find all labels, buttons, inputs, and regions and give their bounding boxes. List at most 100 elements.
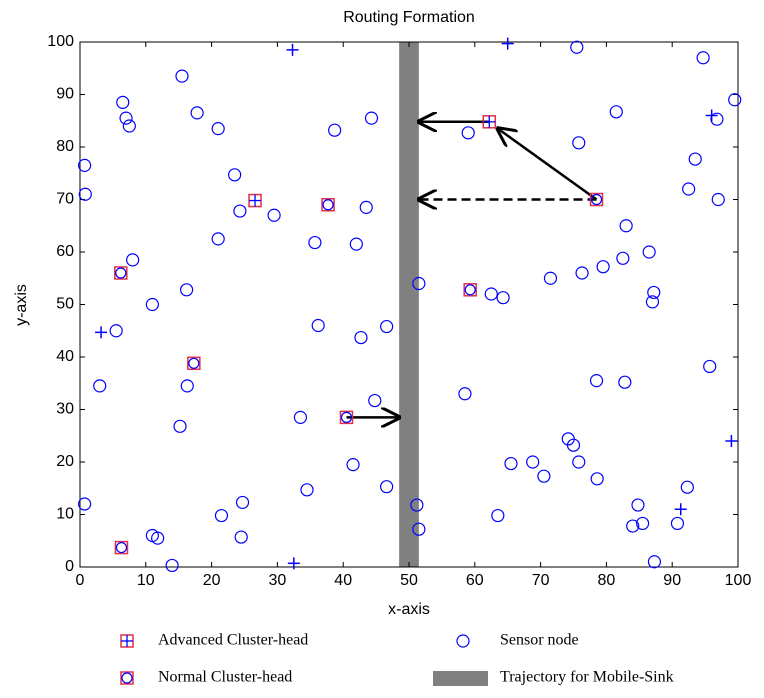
marker-shape <box>115 267 127 279</box>
marker-shape <box>484 287 498 301</box>
circle-marker <box>619 219 633 233</box>
marker-shape <box>180 379 194 393</box>
y-tick-label: 0 <box>65 558 74 575</box>
circle-marker <box>328 123 342 137</box>
marker-shape <box>711 192 725 207</box>
marker-shape <box>647 555 662 569</box>
circle-marker <box>645 295 660 309</box>
trajectory <box>399 42 419 567</box>
circle-marker <box>364 111 379 125</box>
square-circle-marker <box>339 410 354 425</box>
marker-shape <box>165 558 179 573</box>
marker-shape <box>635 516 650 531</box>
marker-shape <box>359 200 373 214</box>
marker-shape <box>590 193 603 206</box>
marker-shape <box>322 199 334 211</box>
circle-marker <box>670 516 685 531</box>
marker-shape <box>78 158 92 172</box>
x-tick-label: 90 <box>663 572 681 589</box>
marker-shape <box>526 455 540 469</box>
marker-shape <box>151 531 165 545</box>
square-circle-marker <box>187 356 201 371</box>
circle-marker <box>711 192 725 207</box>
circle-marker <box>635 516 650 531</box>
circle-marker <box>458 387 472 401</box>
marker-shape <box>328 123 342 137</box>
marker-shape <box>458 387 472 401</box>
circle-marker <box>456 634 470 648</box>
circle-marker <box>93 379 107 393</box>
y-tick-label: 100 <box>47 33 74 50</box>
marker-shape <box>589 374 604 388</box>
marker-shape <box>234 530 248 544</box>
circle-marker <box>642 245 656 259</box>
marker-shape <box>120 671 134 685</box>
circle-marker <box>410 498 424 512</box>
circle-marker <box>703 359 717 374</box>
square-circle-marker <box>463 283 477 297</box>
marker-shape <box>688 152 702 166</box>
marker-shape <box>464 284 476 296</box>
circle-marker <box>566 438 581 452</box>
circle-marker <box>126 253 140 267</box>
legend-label: Sensor node <box>500 632 579 649</box>
circle-marker <box>173 419 187 433</box>
marker-shape <box>412 276 426 291</box>
marker-shape <box>616 251 630 265</box>
y-tick-label: 70 <box>56 191 74 208</box>
marker-shape <box>589 192 604 207</box>
circle-marker <box>179 283 194 297</box>
marker-shape <box>575 266 589 280</box>
marker-shape <box>78 187 92 201</box>
marker-shape <box>228 168 242 182</box>
circle-marker <box>78 187 92 201</box>
marker-shape <box>311 318 325 333</box>
marker-shape <box>590 472 604 486</box>
marker-shape <box>496 291 510 305</box>
marker-shape <box>680 480 694 494</box>
marker-shape <box>670 516 685 531</box>
circle-marker <box>145 297 159 312</box>
circle-marker <box>696 51 710 65</box>
circle-marker <box>589 374 604 388</box>
circle-marker <box>680 480 694 494</box>
x-tick-label: 0 <box>76 572 85 589</box>
x-tick-label: 20 <box>203 572 221 589</box>
marker-shape <box>211 122 225 136</box>
circle-marker <box>233 204 247 218</box>
circle-marker <box>618 375 632 389</box>
x-tick-label: 100 <box>725 572 752 589</box>
marker-shape <box>380 319 394 334</box>
plus-marker <box>286 43 299 56</box>
marker-shape <box>572 455 586 469</box>
marker-shape <box>380 480 394 494</box>
marker-shape <box>175 69 189 83</box>
square-circle-marker <box>120 671 134 685</box>
marker-shape <box>267 208 281 222</box>
marker-shape <box>566 438 581 452</box>
marker-shape <box>119 111 133 125</box>
square-plus-marker <box>482 115 497 129</box>
marker-shape <box>618 375 632 389</box>
circle-marker <box>78 497 92 511</box>
circle-marker <box>728 93 742 107</box>
x-tick-label: 80 <box>598 572 616 589</box>
marker-shape <box>626 519 640 533</box>
circle-marker <box>380 319 394 334</box>
circle-marker <box>234 530 248 544</box>
circle-marker <box>349 237 363 251</box>
marker-shape <box>293 410 308 424</box>
circle-marker <box>368 393 382 408</box>
x-tick-label: 70 <box>532 572 550 589</box>
x-axis-label: x-axis <box>388 601 430 618</box>
circle-marker <box>596 260 610 274</box>
circle-marker <box>616 251 630 265</box>
marker-shape <box>190 106 204 120</box>
circle-marker <box>122 119 136 133</box>
circle-marker <box>647 285 661 300</box>
chart-title: Routing Formation <box>343 9 475 26</box>
marker-shape <box>461 126 475 140</box>
circle-marker <box>412 276 426 291</box>
circle-marker <box>235 495 250 510</box>
marker-shape <box>121 672 133 684</box>
